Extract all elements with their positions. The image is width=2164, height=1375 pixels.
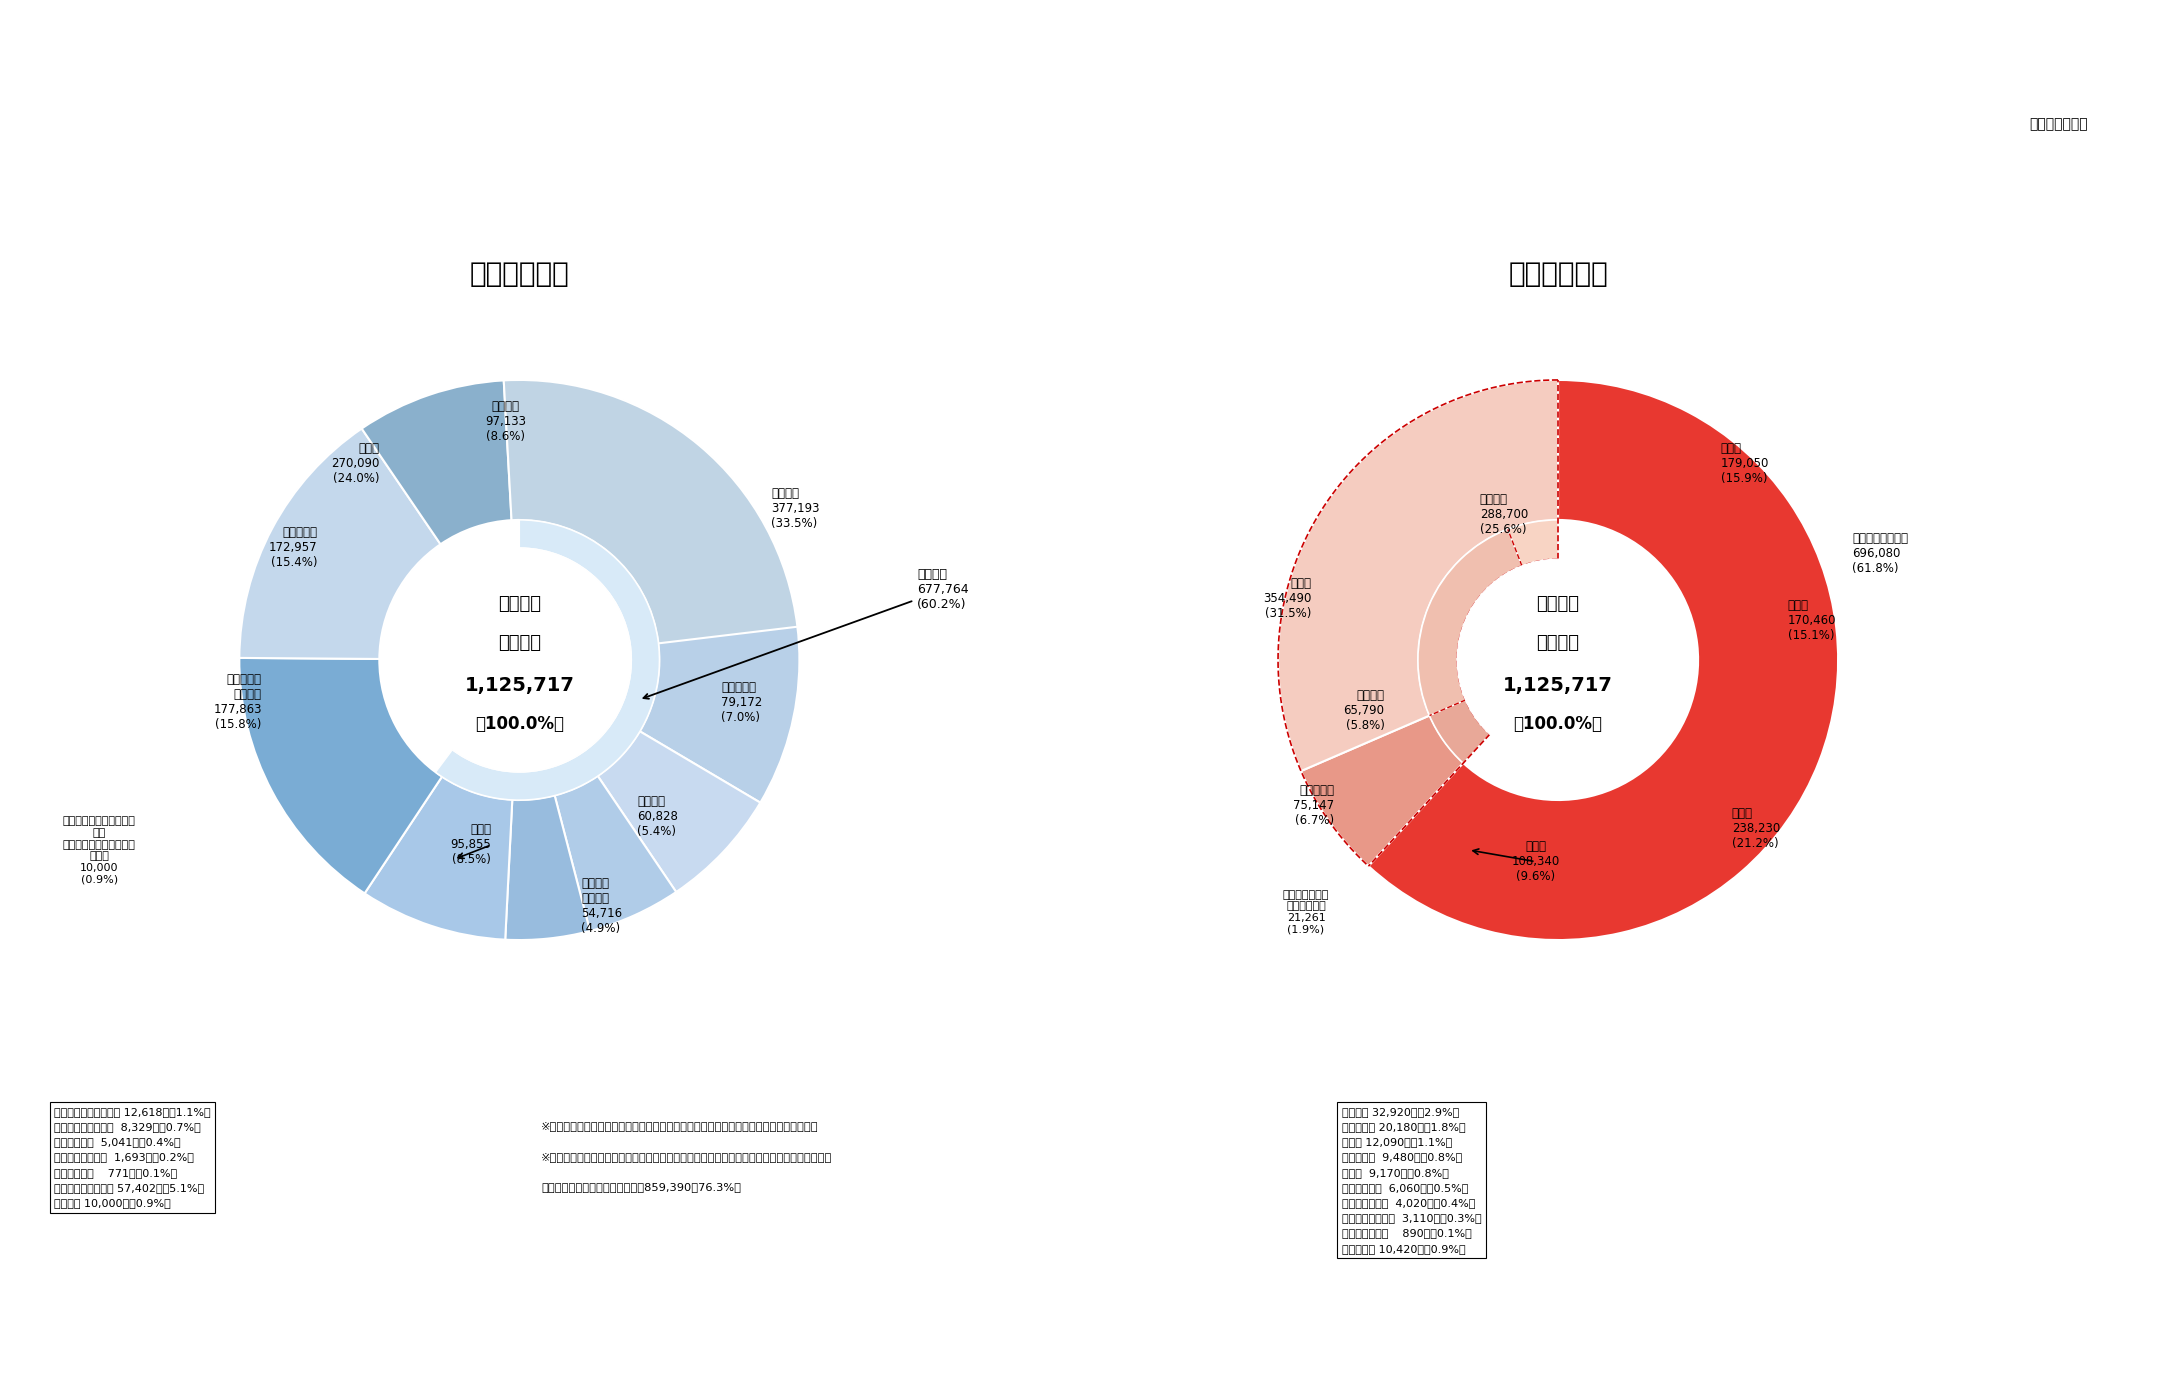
Text: 原油価格・物価高騰対策
及び
賃上げ促進環境整備対応
予備費
10,000
(0.9%): 原油価格・物価高騰対策 及び 賃上げ促進環境整備対応 予備費 10,000 (0… — [63, 817, 136, 884]
Wedge shape — [1417, 529, 1521, 715]
Text: 一般会計: 一般会計 — [1536, 595, 1580, 613]
Circle shape — [1456, 560, 1660, 760]
Text: （100.0%）: （100.0%） — [474, 715, 565, 733]
Wedge shape — [597, 732, 760, 892]
Wedge shape — [1368, 763, 1539, 938]
Text: （100.0%）: （100.0%） — [1513, 715, 1604, 733]
Text: 社会保障
377,193
(33.5%): 社会保障 377,193 (33.5%) — [770, 487, 820, 531]
Text: 債務償還費
172,957
(15.4%): 債務償還費 172,957 (15.4%) — [268, 527, 318, 569]
Text: 利払費等
97,133
(8.6%): 利払費等 97,133 (8.6%) — [485, 400, 526, 444]
Text: 地方交付税
交付金等
177,863
(15.8%): 地方交付税 交付金等 177,863 (15.8%) — [214, 672, 262, 732]
Title: 一般会計歳入: 一般会計歳入 — [1508, 260, 1608, 287]
Text: 特例公債
288,700
(25.6%): 特例公債 288,700 (25.6%) — [1480, 492, 1528, 536]
Text: 歳出総額: 歳出総額 — [498, 634, 541, 652]
Text: 相続税　 32,920　（2.9%）
揮発油税　 20,180　（1.8%）
酒税　 12,090　（1.1%）
たばこ税　  9,480　（0.8%）
関税　: 相続税 32,920 （2.9%） 揮発油税 20,180 （1.8%） 酒税 … — [1342, 1107, 1482, 1254]
Wedge shape — [240, 657, 441, 894]
Circle shape — [407, 549, 632, 771]
Text: 1,125,717: 1,125,717 — [1504, 675, 1612, 694]
Wedge shape — [1368, 380, 1837, 940]
Text: の政策的経費を表す指標）は、859,390（76.3%）: の政策的経費を表す指標）は、859,390（76.3%） — [541, 1182, 740, 1192]
Text: 所得税
179,050
(15.9%): 所得税 179,050 (15.9%) — [1720, 443, 1768, 485]
Text: その他
95,855
(8.5%): その他 95,855 (8.5%) — [450, 824, 491, 866]
Text: その他
108,340
(9.6%): その他 108,340 (9.6%) — [1510, 840, 1560, 883]
Wedge shape — [504, 380, 796, 644]
Text: 一般歳出
677,764
(60.2%): 一般歳出 677,764 (60.2%) — [643, 568, 969, 698]
Text: 歳入総額: 歳入総額 — [1536, 634, 1580, 652]
Text: 1,125,717: 1,125,717 — [465, 675, 573, 694]
Text: 食料安定供給関係費　 12,618　（1.1%）
エネルギー対策費　  8,329　（0.7%）
経済協力費　  5,041　（0.4%）
中小企業対策費　  : 食料安定供給関係費 12,618 （1.1%） エネルギー対策費 8,329 （… — [54, 1107, 210, 1209]
Wedge shape — [435, 520, 660, 800]
Text: 文教及び
科学振興
54,716
(4.9%): 文教及び 科学振興 54,716 (4.9%) — [580, 877, 621, 935]
Text: 建設公債
65,790
(5.8%): 建設公債 65,790 (5.8%) — [1344, 689, 1385, 732]
Wedge shape — [1519, 712, 1818, 940]
Text: ※「一般歳出」とは、歳出総額から国債費及び地方交付税交付金等を除いた経費のこと。: ※「一般歳出」とは、歳出総額から国債費及び地方交付税交付金等を除いた経費のこと。 — [541, 1121, 818, 1130]
Text: 防衛関係費
79,172
(7.0%): 防衛関係費 79,172 (7.0%) — [721, 681, 762, 723]
Text: ※「基礎的財政収支対象経費」（＝歳出総額のうち国債費の一部を除いた経費のこと。当年度: ※「基礎的財政収支対象経費」（＝歳出総額のうち国債費の一部を除いた経費のこと。当… — [541, 1152, 833, 1162]
Text: うち防衛力強化
のための対応
21,261
(1.9%): うち防衛力強化 のための対応 21,261 (1.9%) — [1283, 890, 1329, 935]
Text: 消費税
238,230
(21.2%): 消費税 238,230 (21.2%) — [1731, 807, 1781, 850]
Wedge shape — [1279, 380, 1558, 771]
Wedge shape — [1301, 715, 1463, 866]
Wedge shape — [1558, 380, 1794, 584]
Wedge shape — [519, 380, 799, 803]
Title: 一般会計歳出: 一般会計歳出 — [470, 260, 569, 287]
Wedge shape — [504, 796, 591, 941]
Wedge shape — [1430, 700, 1489, 763]
Text: 法人税
170,460
(15.1%): 法人税 170,460 (15.1%) — [1787, 600, 1837, 642]
Text: 租税及び印紙収入
696,080
(61.8%): 租税及び印紙収入 696,080 (61.8%) — [1852, 532, 1909, 575]
Wedge shape — [240, 429, 441, 659]
Text: 国債費
270,090
(24.0%): 国債費 270,090 (24.0%) — [331, 443, 379, 485]
Wedge shape — [361, 381, 511, 544]
Text: 公共事業
60,828
(5.4%): 公共事業 60,828 (5.4%) — [636, 795, 677, 839]
Text: 公債金
354,490
(31.5%): 公債金 354,490 (31.5%) — [1264, 578, 1311, 620]
Wedge shape — [364, 777, 513, 939]
Text: その他収入
75,147
(6.7%): その他収入 75,147 (6.7%) — [1292, 784, 1333, 828]
Text: （単位：億円）: （単位：億円） — [2030, 117, 2088, 131]
Wedge shape — [554, 775, 675, 931]
Wedge shape — [1675, 509, 1837, 765]
Wedge shape — [1508, 520, 1558, 566]
Text: 一般会計: 一般会計 — [498, 595, 541, 613]
